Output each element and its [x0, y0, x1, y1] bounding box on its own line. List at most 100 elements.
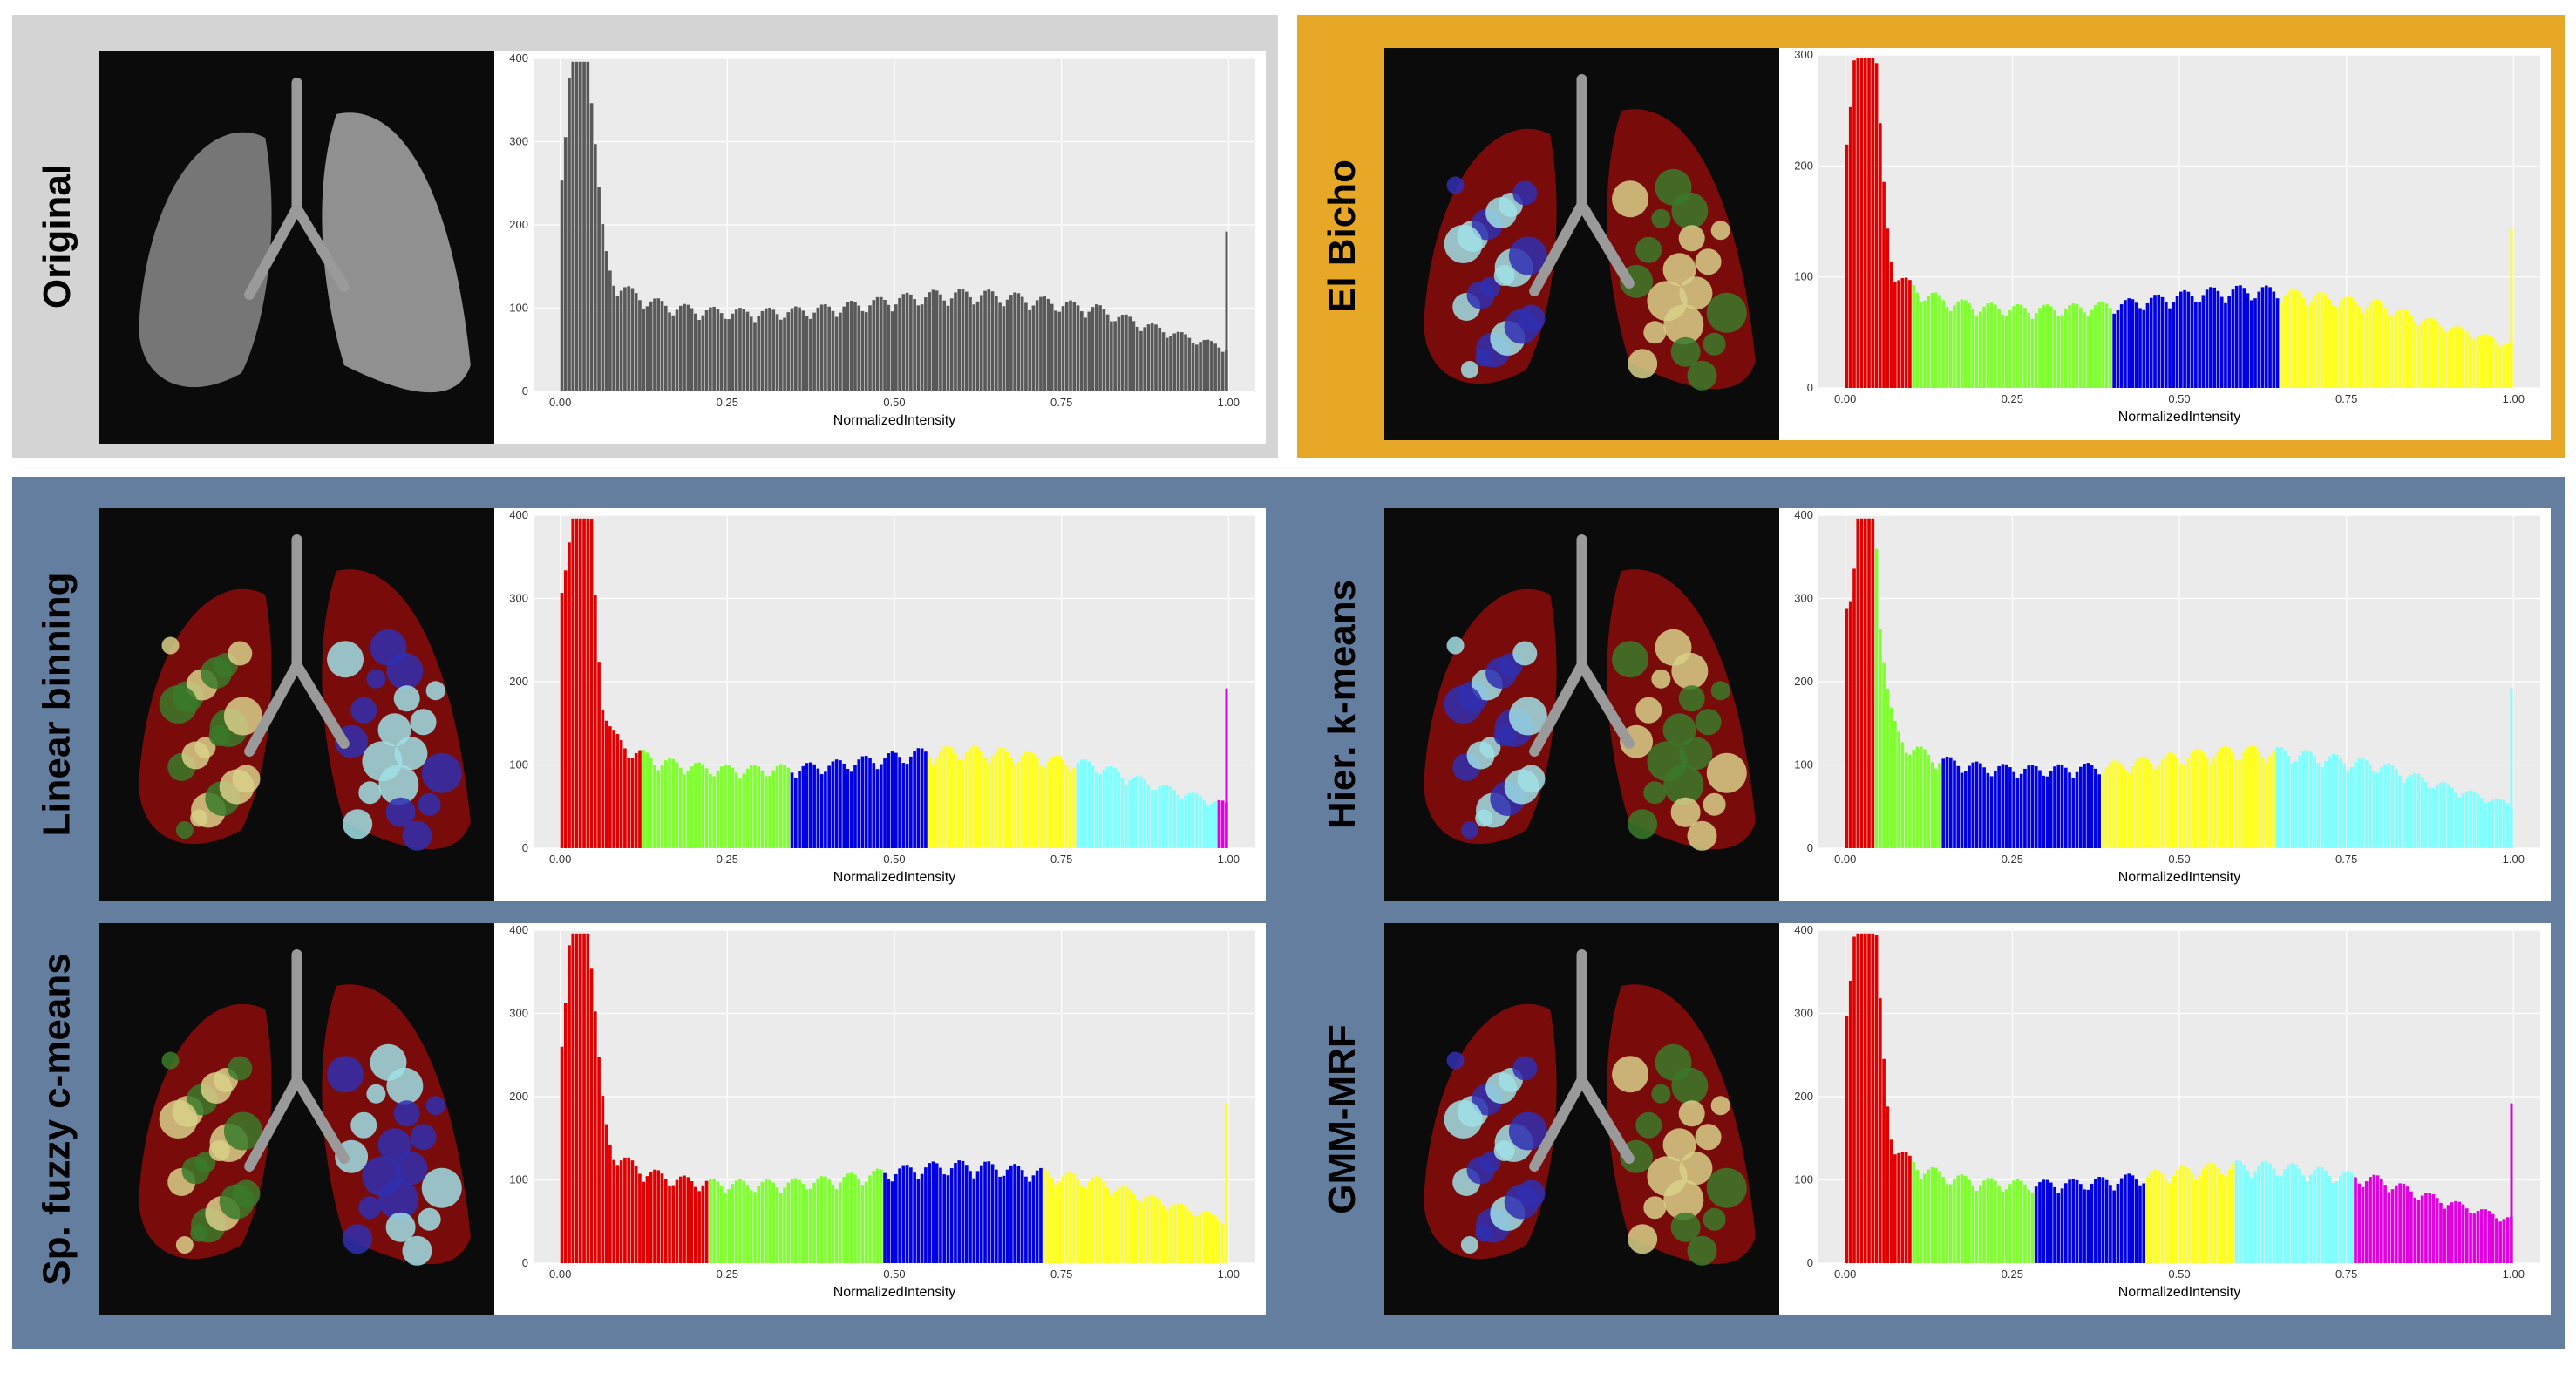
histogram-bar [2375, 772, 2380, 848]
histogram-bar [2424, 318, 2428, 388]
histogram-bar [1927, 296, 1931, 388]
histogram-bar [2145, 758, 2150, 848]
histogram-bar [2283, 296, 2287, 388]
histogram-bar [2027, 765, 2031, 848]
histogram-bar [2045, 304, 2049, 388]
histogram-bar [831, 1184, 835, 1263]
histogram-bar [704, 310, 709, 391]
histogram-bar [2012, 306, 2015, 388]
histogram-bar [697, 762, 701, 848]
segmentation-patch [370, 629, 407, 666]
histogram-bar [1095, 1175, 1098, 1263]
histogram-bar [686, 1177, 690, 1263]
histogram-bar [2246, 1170, 2250, 1263]
histogram-bar [1930, 1166, 1934, 1263]
histogram-bar [2510, 688, 2513, 848]
histogram-bar [983, 290, 987, 391]
histogram-bar [694, 1186, 697, 1263]
histogram-bar [1128, 1189, 1132, 1263]
histogram-bar [2012, 1180, 2015, 1263]
histogram-bar [2313, 756, 2316, 848]
histogram-bar [964, 1165, 969, 1263]
segmentation-patch [418, 1207, 441, 1231]
histogram-bar [1110, 321, 1113, 391]
histogram-bar [2457, 1201, 2462, 1263]
histogram-bar [1069, 771, 1072, 848]
histogram-bar [563, 1003, 568, 1263]
histogram-bar [615, 296, 620, 391]
histogram-bar [1020, 296, 1024, 391]
histogram-bar [2227, 296, 2232, 388]
segmentation-patch [410, 709, 437, 736]
lung-shapes [1424, 949, 1756, 1266]
histogram-bar [2090, 1183, 2094, 1263]
histogram-bar [660, 765, 664, 848]
histogram-bar [630, 288, 635, 391]
histogram-bar [571, 61, 575, 391]
x-tick-label: 0.00 [1834, 1268, 1856, 1281]
histogram-bar [805, 316, 809, 391]
histogram-bar [2001, 314, 2005, 388]
histogram-bar [2287, 1165, 2291, 1263]
x-tick-label: 0.75 [2335, 1268, 2357, 1281]
histogram-bar [2168, 752, 2172, 848]
histogram-bar [931, 764, 935, 848]
segmentation-patch [1512, 180, 1538, 206]
histogram-bar [2068, 305, 2071, 388]
histogram-bar [1915, 1170, 1920, 1263]
fuzzy-cmeans-histogram: 0 100 200 300 400 0.00 0.25 0.50 0.75 1.00 Normali… [494, 923, 1266, 1315]
histogram-bar [2275, 747, 2280, 848]
histogram-bar [701, 764, 705, 848]
histogram-bar [2004, 1189, 2008, 1263]
histogram-bar [2242, 752, 2246, 848]
histogram-bar [2257, 1165, 2261, 1263]
histogram-bar [1079, 311, 1084, 391]
y-tick-label: 300 [509, 135, 528, 148]
histogram-bar [764, 308, 768, 391]
histogram-bar [778, 319, 783, 391]
histogram-bar [824, 1176, 827, 1263]
histogram-bar [2383, 308, 2387, 388]
histogram-bar [1856, 518, 1860, 848]
histogram-bar [839, 1182, 842, 1263]
histogram-bar [2420, 777, 2424, 848]
histogram-bar [1132, 1193, 1136, 1263]
histogram-bar [2183, 1166, 2186, 1263]
histogram-bar [1150, 323, 1154, 391]
histogram-bar [2395, 311, 2398, 388]
histogram-bar [812, 764, 816, 848]
histogram-bar [1968, 1179, 1971, 1263]
histogram-bar [2331, 305, 2335, 388]
histogram-bar [2034, 766, 2038, 848]
histogram-bar [2083, 1189, 2086, 1263]
histogram-bar [935, 290, 939, 391]
histogram-bar [712, 1179, 716, 1263]
histogram-bar [2443, 1208, 2447, 1263]
histogram-bar [2450, 787, 2454, 848]
histogram-bar [663, 1179, 668, 1263]
histogram-bar [1859, 518, 1864, 848]
histogram-bar [1105, 766, 1110, 848]
histogram-bar [909, 1167, 913, 1263]
x-tick-label: 0.75 [1050, 853, 1072, 866]
histogram-bar [2405, 1186, 2409, 1263]
histogram-bar [842, 763, 846, 848]
histogram-bar [608, 1144, 612, 1263]
histogram-bar [2505, 343, 2510, 388]
histogram-bar [1146, 1195, 1151, 1263]
histogram-bar [771, 1182, 776, 1263]
histogram-bar [742, 773, 746, 848]
histogram-bar [1974, 1191, 1979, 1263]
histogram-bar [872, 300, 876, 391]
histogram-bar [2186, 1168, 2191, 1263]
segmentation-patch [350, 697, 377, 724]
histogram-bar [2242, 1164, 2246, 1263]
x-tick-label: 0.50 [2168, 853, 2190, 866]
histogram-bar [853, 765, 857, 848]
segmentation-patch [1475, 1224, 1493, 1242]
histogram-bar [1050, 303, 1054, 391]
histogram-bar [608, 270, 612, 391]
histogram-bar [2119, 764, 2124, 848]
histogram-bar [2056, 1193, 2061, 1263]
histogram-bar [1158, 327, 1162, 391]
